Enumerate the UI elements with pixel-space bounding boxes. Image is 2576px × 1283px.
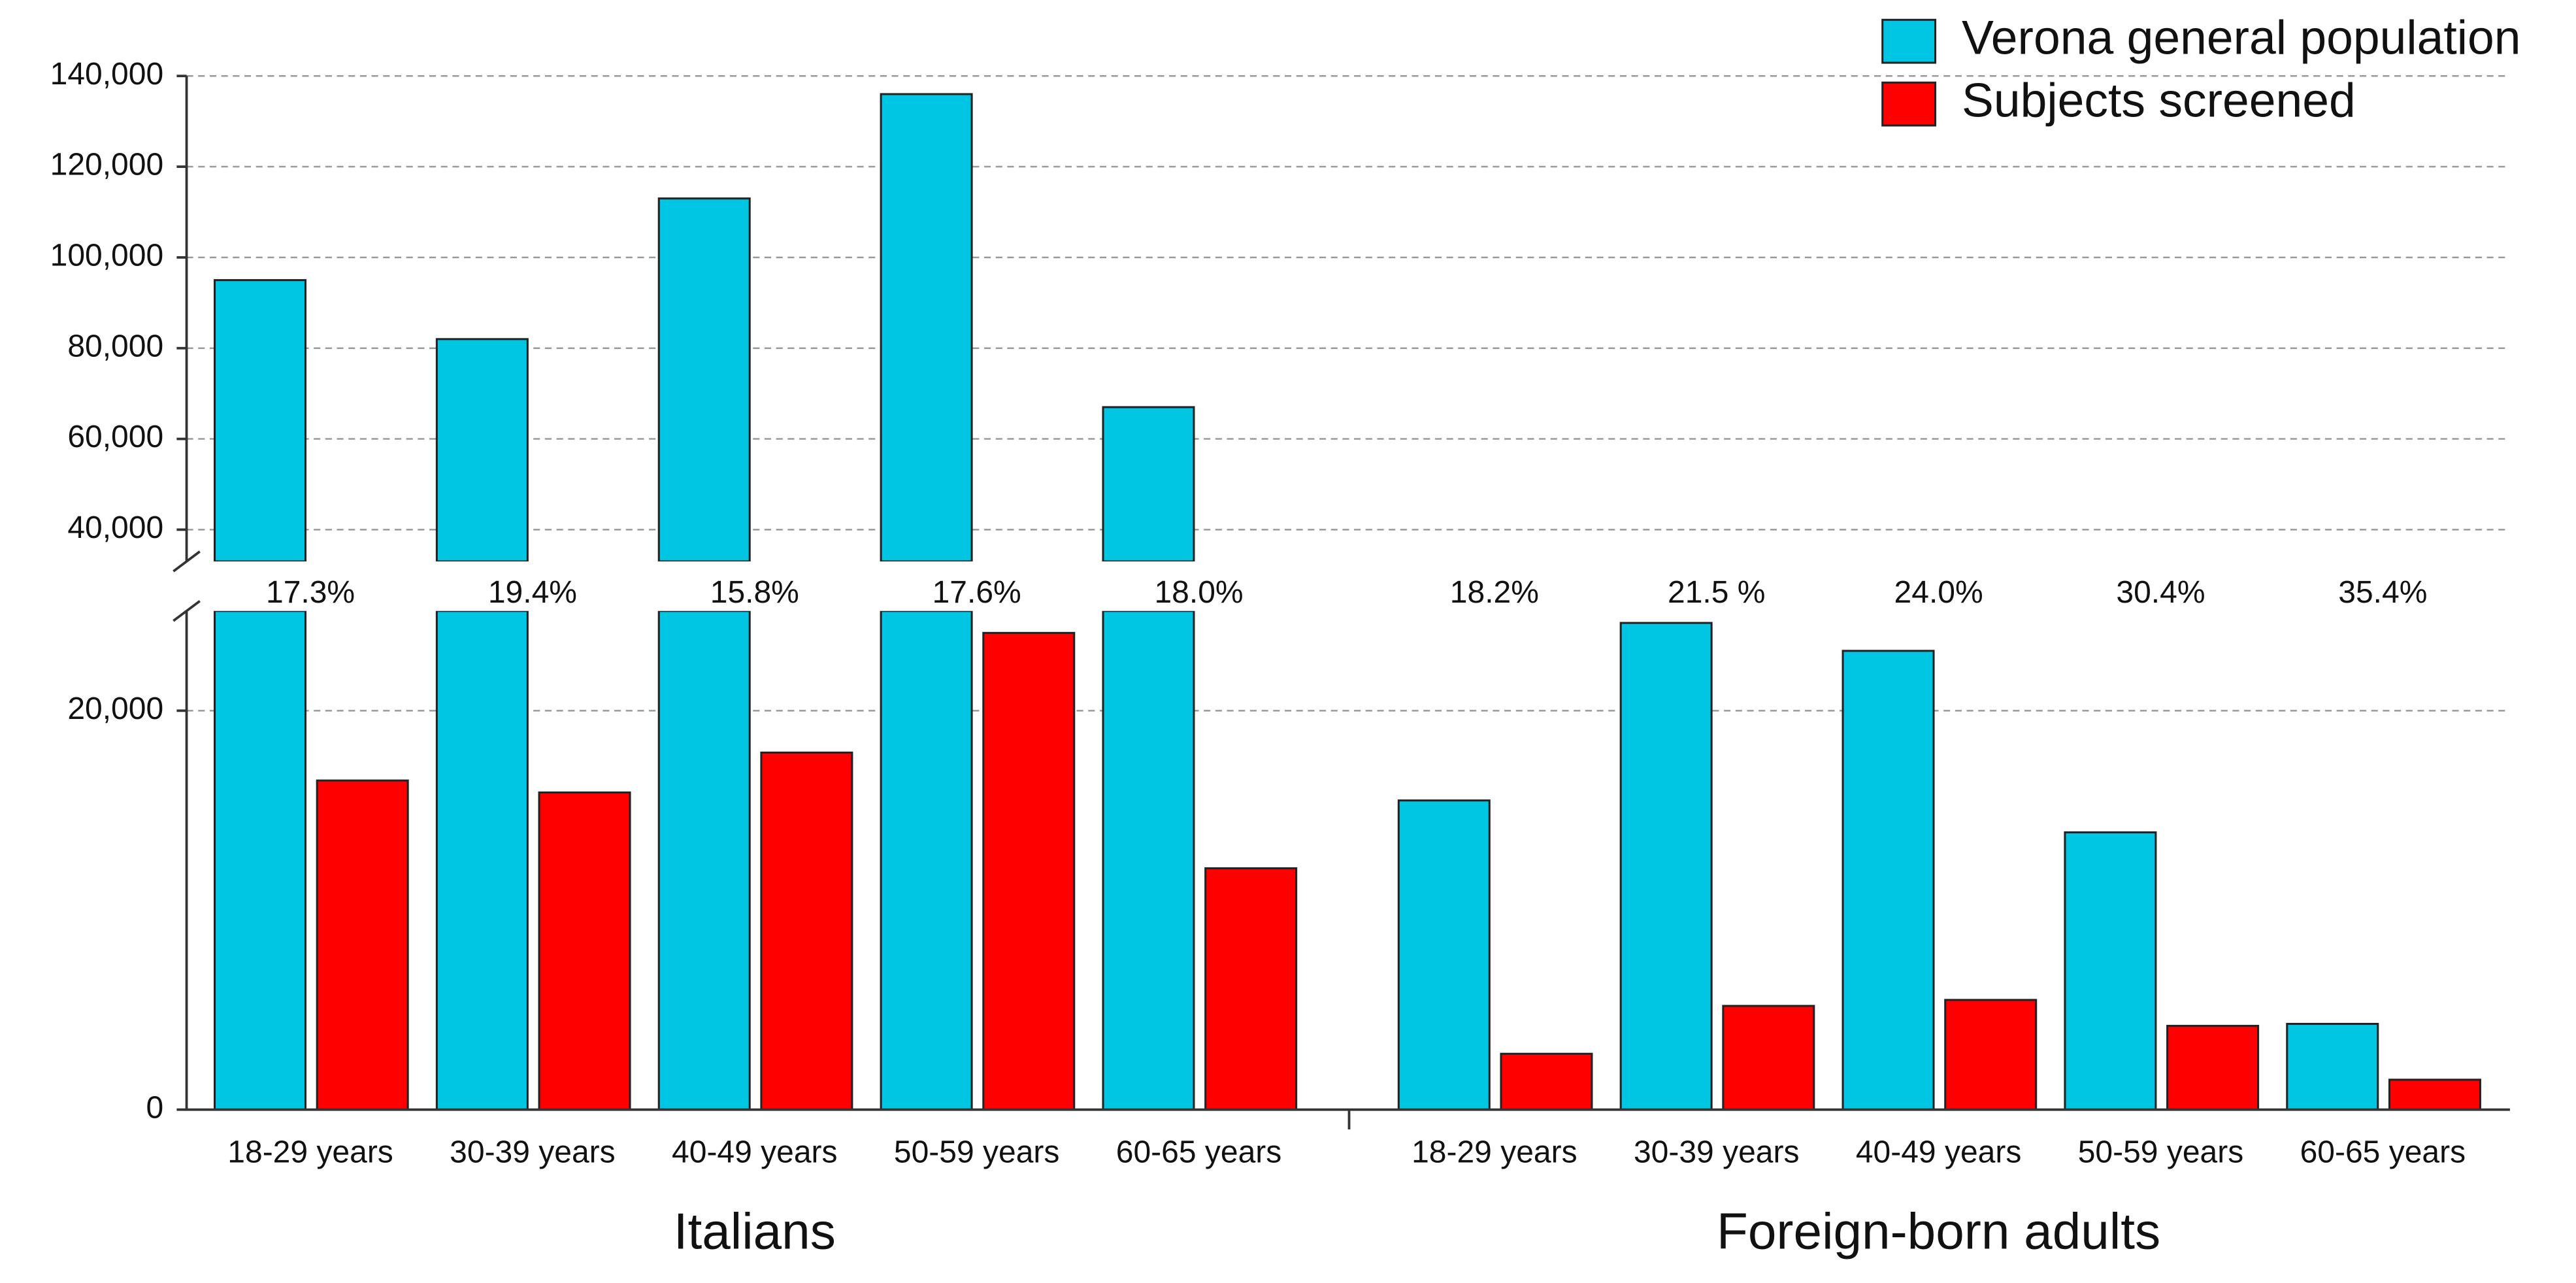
bar-upper — [880, 93, 973, 563]
bar — [1944, 999, 2038, 1111]
x-tick-label: 18-29 years — [1412, 1135, 1577, 1170]
bar — [880, 610, 973, 1111]
y-tick-label: 60,000 — [67, 420, 163, 454]
bar — [760, 751, 853, 1111]
group-label: Italians — [674, 1202, 836, 1259]
bar — [213, 610, 306, 1111]
x-tick-label: 30-39 years — [450, 1135, 616, 1170]
ratio-label: 17.6% — [933, 575, 1021, 610]
x-tick-label: 60-65 years — [2300, 1135, 2466, 1170]
axes — [185, 76, 2510, 1111]
legend-label: Verona general population — [1962, 11, 2521, 65]
ratio-label: 18.2% — [1450, 575, 1539, 610]
bar-upper — [435, 338, 529, 563]
x-tick-label: 40-49 years — [672, 1135, 838, 1170]
ratio-label: 21.5 % — [1668, 575, 1765, 610]
bar — [1722, 1005, 1815, 1111]
x-tick-label: 18-29 years — [227, 1135, 393, 1170]
bar — [1619, 622, 1713, 1111]
legend: Verona general population Subjects screen… — [1881, 11, 2521, 127]
bar — [2286, 1022, 2379, 1111]
ratio-label: 19.4% — [488, 575, 577, 610]
ratio-label: 15.8% — [710, 575, 799, 610]
legend-swatch — [1881, 81, 1937, 127]
break-band — [188, 561, 2512, 611]
labels: 0 20,000 40,000 60,000 80,000 100,000 120,000 1… — [50, 57, 2466, 1260]
y-tick-label: 20,000 — [67, 691, 163, 726]
y-tick-label: 100,000 — [50, 239, 164, 273]
axis-break — [173, 550, 201, 622]
bar-upper — [1102, 406, 1195, 563]
bar — [1397, 799, 1491, 1111]
bar — [1204, 867, 1298, 1111]
ratio-label: 24.0% — [1894, 575, 1983, 610]
ratio-label: 18.0% — [1154, 575, 1243, 610]
y-tick-label: 80,000 — [67, 329, 163, 363]
bar — [982, 631, 1076, 1111]
y-tick-label: 120,000 — [50, 148, 164, 182]
x-tick-label: 30-39 years — [1634, 1135, 1800, 1170]
ratio-label: 35.4% — [2338, 575, 2427, 610]
y-tick-label: 140,000 — [50, 57, 164, 92]
bar — [435, 610, 529, 1111]
bar — [2388, 1078, 2481, 1111]
grid — [176, 75, 2510, 1111]
bar — [316, 779, 409, 1111]
x-tick-label: 50-59 years — [2078, 1135, 2244, 1170]
bar-upper — [213, 279, 306, 563]
ratio-label: 17.3% — [266, 575, 355, 610]
bar — [1102, 610, 1195, 1111]
bar — [1841, 650, 1935, 1111]
bar — [2064, 831, 2157, 1111]
bar — [538, 791, 631, 1111]
bars — [188, 93, 2512, 1111]
x-tick-label: 40-49 years — [1856, 1135, 2022, 1170]
legend-swatch — [1881, 18, 1937, 64]
x-tick-label: 50-59 years — [894, 1135, 1060, 1170]
bar — [657, 610, 751, 1111]
group-label: Foreign-born adults — [1717, 1202, 2160, 1259]
bar — [1500, 1052, 1593, 1111]
bar-upper — [657, 197, 751, 563]
x-tick-label: 60-65 years — [1116, 1135, 1282, 1170]
bar — [2166, 1025, 2260, 1111]
y-tick-label: 40,000 — [67, 510, 163, 545]
legend-label: Subjects screened — [1962, 74, 2356, 127]
y-tick-label: 0 — [146, 1090, 163, 1125]
ratio-label: 30.4% — [2116, 575, 2205, 610]
